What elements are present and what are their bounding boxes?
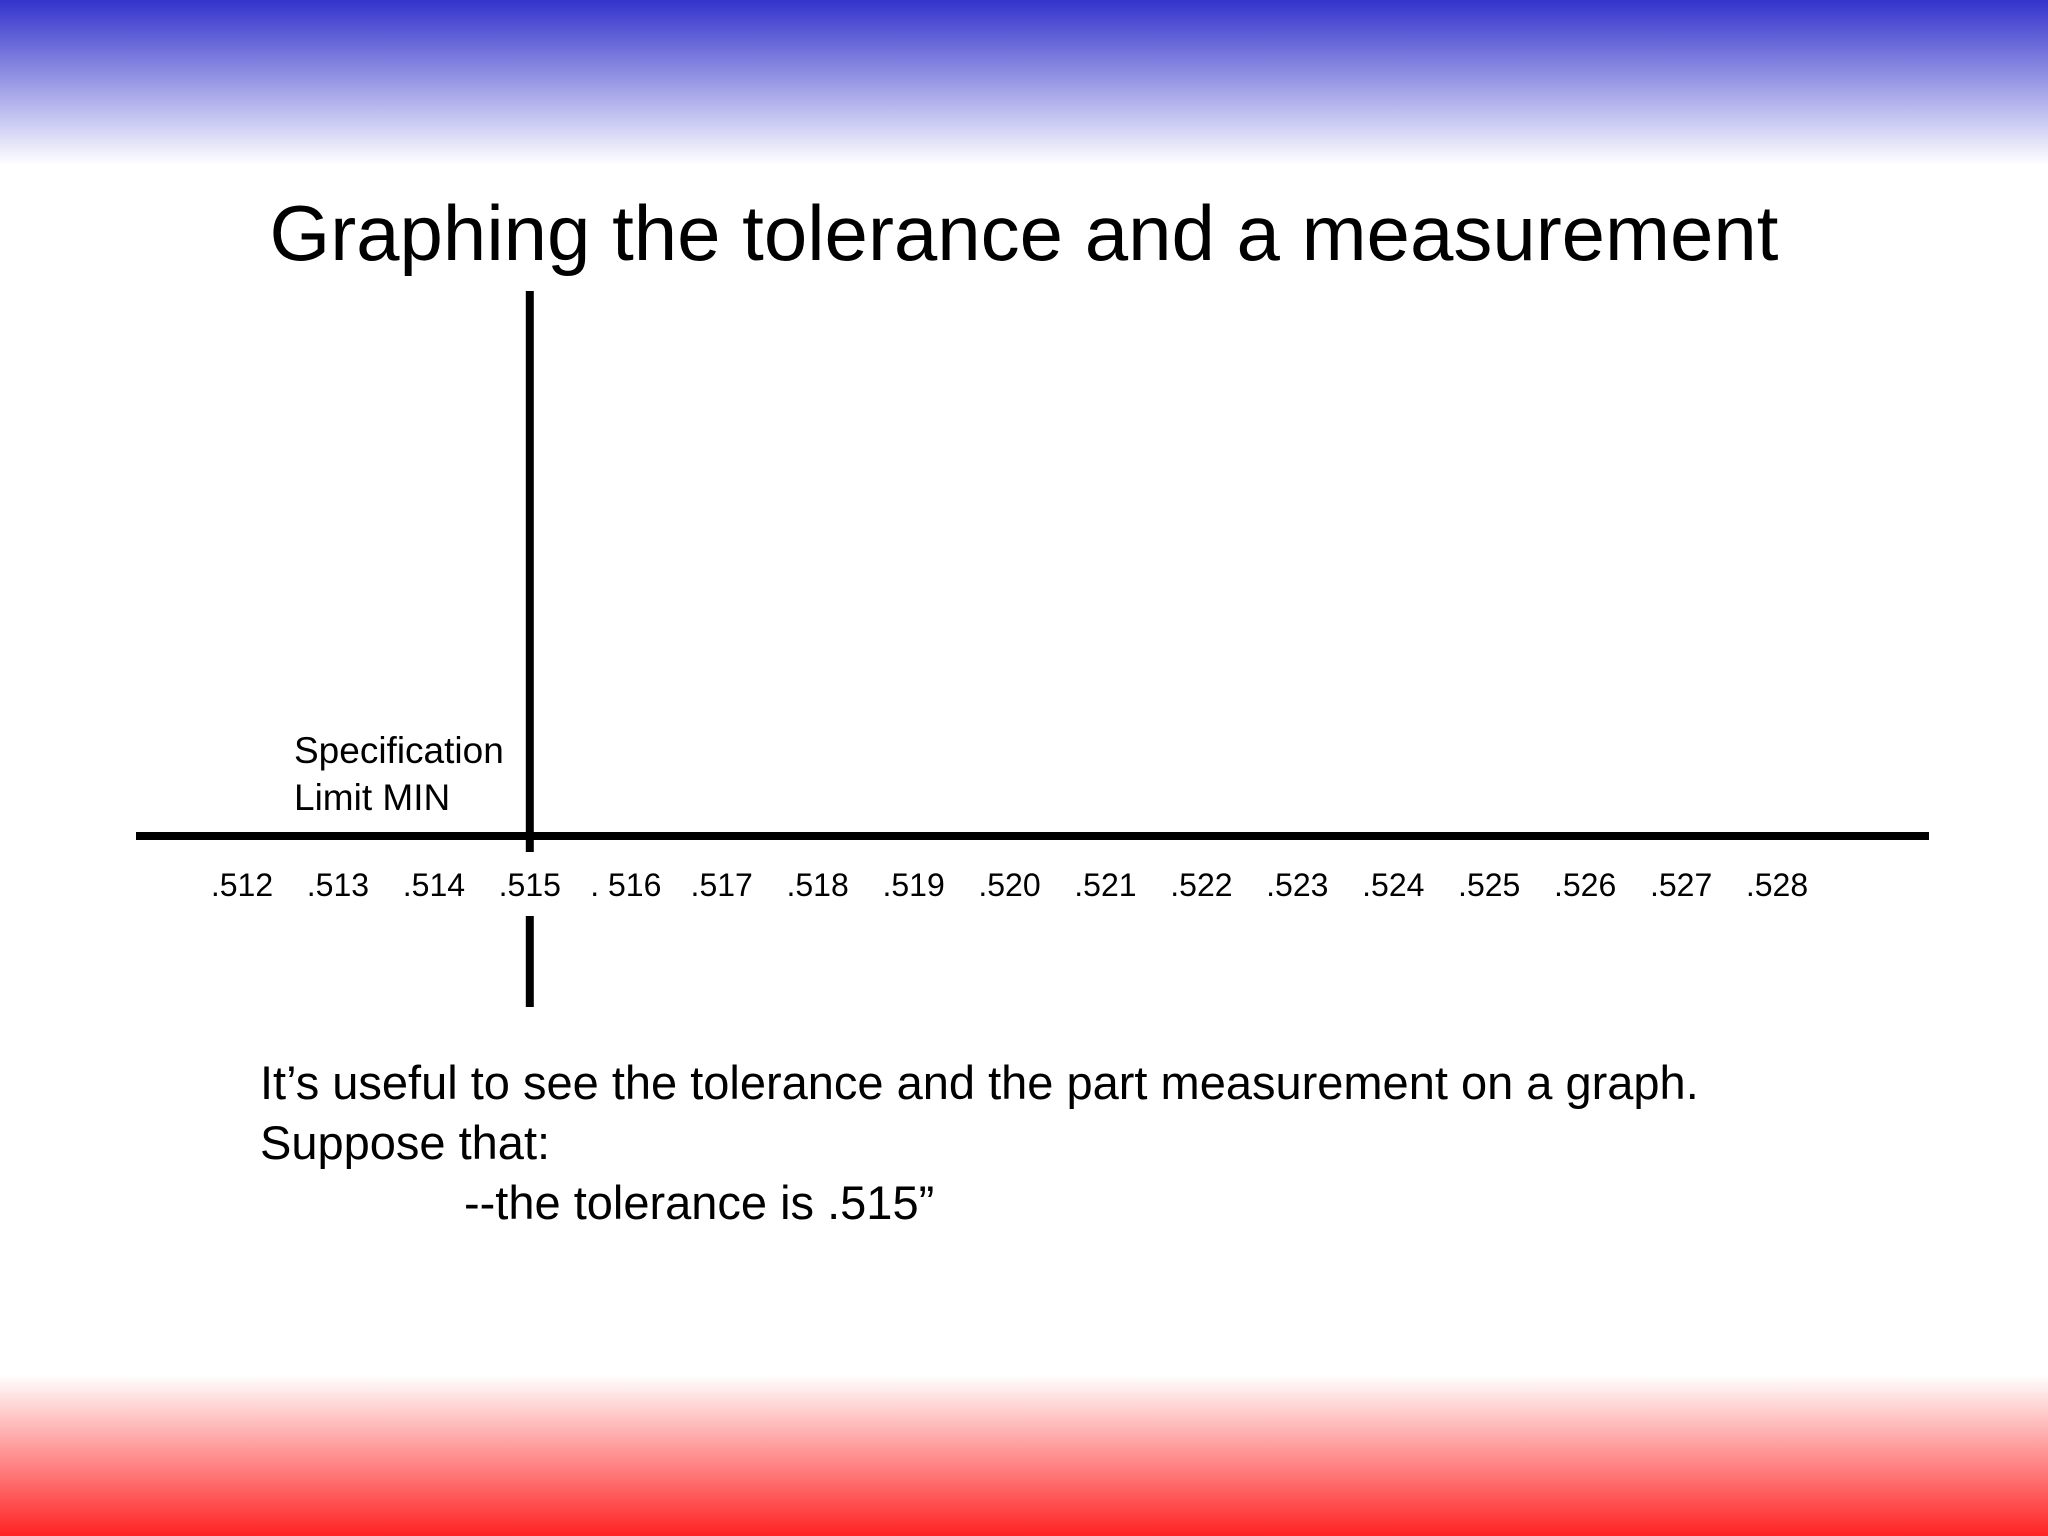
- tick-label: .519: [882, 867, 944, 903]
- tick-label: .528: [1746, 867, 1808, 903]
- tick-label: .515: [499, 867, 561, 903]
- tick-label: .518: [786, 867, 848, 903]
- slide-title: Graphing the tolerance and a measurement: [269, 189, 1779, 277]
- tick-label: .524: [1362, 867, 1424, 903]
- tick-label: .526: [1554, 867, 1616, 903]
- tick-label: .514: [403, 867, 465, 903]
- body-line-1: It’s useful to see the tolerance and the…: [260, 1056, 1699, 1109]
- top-gradient-band: [0, 0, 2048, 165]
- tick-label: .525: [1458, 867, 1520, 903]
- tick-label: .522: [1170, 867, 1232, 903]
- spec-label-line-2: Limit MIN: [294, 777, 451, 818]
- tick-label: . 516: [590, 867, 661, 903]
- tick-label: .523: [1266, 867, 1328, 903]
- spec-limit-min-label: Specification Limit MIN: [294, 727, 504, 821]
- tick-label: .521: [1074, 867, 1136, 903]
- tick-label: .520: [978, 867, 1040, 903]
- tick-labels: .512 .513 .514 .515 . 516 .517 .518 .519 .520 .52…: [211, 867, 1808, 903]
- body-text: It’s useful to see the tolerance and the…: [260, 1053, 1699, 1233]
- bottom-gradient-band: [0, 1375, 2048, 1536]
- tick-label: .527: [1650, 867, 1712, 903]
- tick-label: .512: [211, 867, 273, 903]
- tick-label: .513: [307, 867, 369, 903]
- body-line-2: Suppose that:: [260, 1116, 551, 1169]
- tick-label: .517: [691, 867, 753, 903]
- body-line-3: --the tolerance is .515”: [464, 1176, 935, 1229]
- spec-label-line-1: Specification: [294, 730, 504, 771]
